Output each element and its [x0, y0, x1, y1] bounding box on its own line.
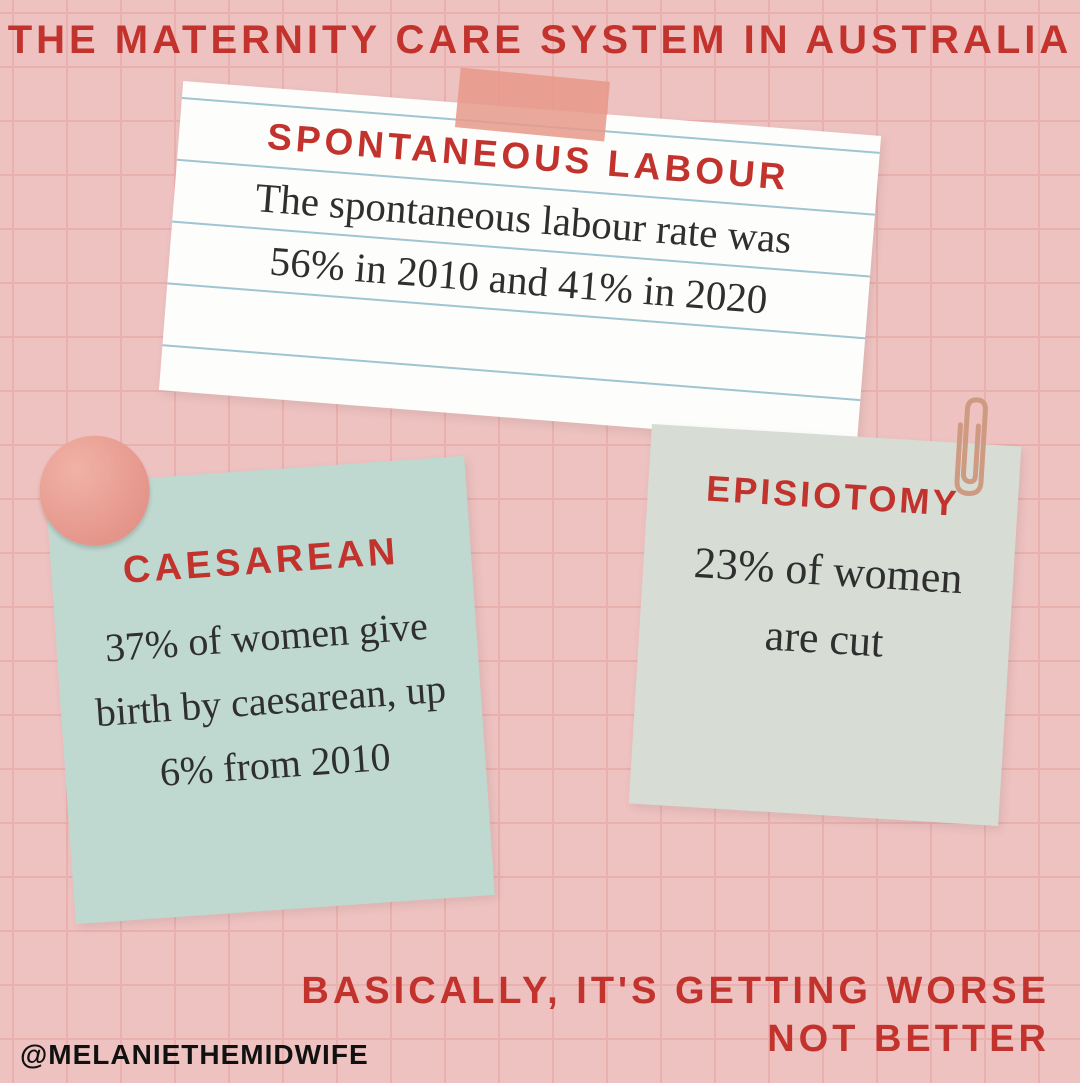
- card-heading: EPISIOTOMY: [677, 466, 989, 527]
- card-body: 37% of women give birth by caesarean, up…: [85, 593, 458, 810]
- tape-icon: [455, 67, 610, 141]
- pin-dot-icon: [36, 432, 153, 549]
- author-handle: @MELANIETHEMIDWIFE: [20, 1039, 369, 1071]
- page-footer: BASICALLY, IT'S GETTING WORSE NOT BETTER: [300, 968, 1050, 1063]
- card-spontaneous-labour: SPONTANEOUS LABOUR The spontaneous labou…: [159, 81, 881, 445]
- page-title: THE MATERNITY CARE SYSTEM IN AUSTRALIA: [0, 18, 1080, 63]
- card-caesarean: CAESAREAN 37% of women give birth by cae…: [45, 456, 495, 924]
- card-episiotomy: EPISIOTOMY 23% of women are cut: [629, 424, 1022, 826]
- card-heading: CAESAREAN: [80, 528, 442, 596]
- card-body: 23% of women are cut: [667, 528, 985, 683]
- paperclip-icon: [944, 390, 999, 503]
- page-canvas: THE MATERNITY CARE SYSTEM IN AUSTRALIA S…: [0, 0, 1080, 1083]
